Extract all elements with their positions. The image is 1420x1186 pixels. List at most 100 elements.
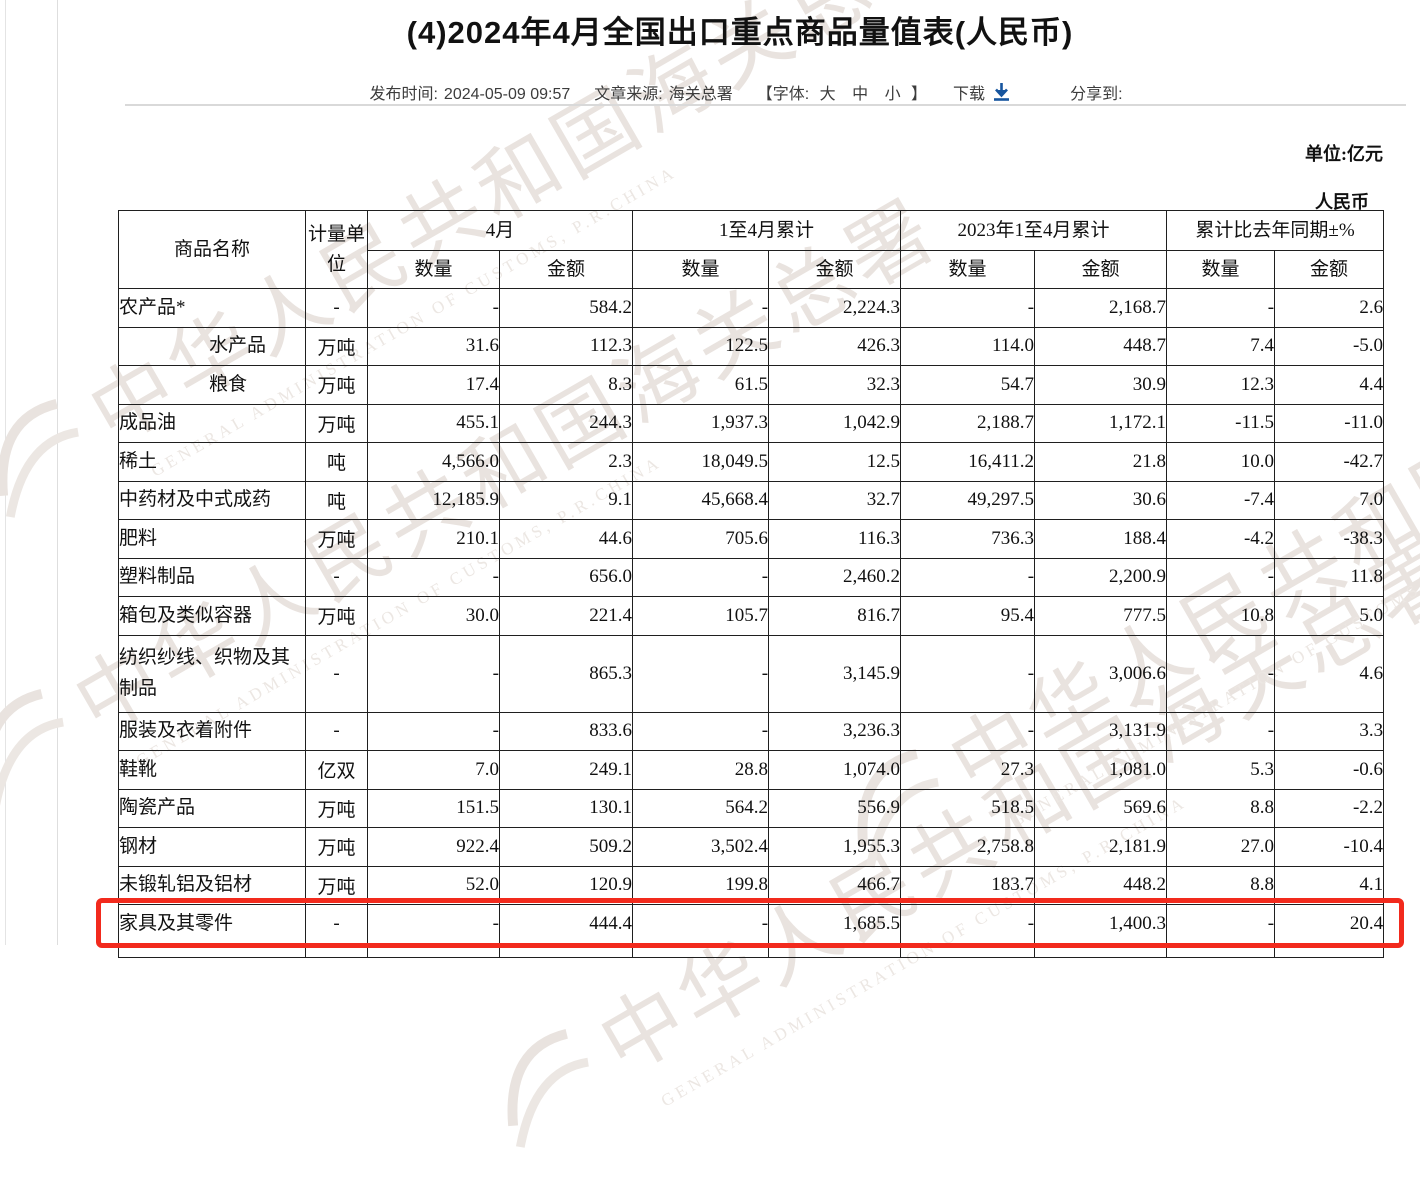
value-cell: 2,181.9: [1034, 827, 1168, 867]
value-cell: 52.0: [367, 865, 500, 905]
value-cell: 2.6: [1274, 288, 1385, 328]
share-label: 分享到:: [1070, 86, 1123, 103]
value-cell: 2,168.7: [1034, 288, 1168, 328]
commodity-name-cell: 肥料: [118, 519, 306, 559]
value-cell: 31.6: [367, 326, 500, 366]
value-cell: 1,955.3: [768, 827, 902, 867]
commodity-name-cell: 未锻轧铝及铝材: [118, 865, 306, 905]
value-cell: 12.3: [1166, 365, 1276, 405]
value-cell: 584.2: [498, 288, 634, 328]
value-cell: 3,006.6: [1034, 634, 1168, 713]
col-header-qty: 数量: [1166, 250, 1276, 289]
commodity-name-cell: 水产品: [118, 326, 306, 366]
value-cell: 564.2: [632, 788, 770, 828]
table-row: 纺织纱线、织物及其制品 - -865.3-3,145.9-3,006.6-4.6: [118, 634, 1385, 713]
value-cell: 8.8: [1166, 865, 1276, 905]
value-cell: -: [367, 557, 500, 597]
value-cell: -: [900, 634, 1036, 713]
value-cell: 448.7: [1034, 326, 1168, 366]
unit-cell: 万吨: [305, 519, 368, 559]
unit-cell: 万吨: [305, 596, 368, 636]
value-cell: 10.0: [1166, 442, 1276, 482]
col-header-qty: 数量: [900, 250, 1036, 289]
unit-cell: -: [305, 904, 368, 944]
value-cell: 1,937.3: [632, 403, 770, 443]
value-cell: 114.0: [900, 326, 1036, 366]
value-cell: 2,188.7: [900, 403, 1036, 443]
font-size-prefix: 【字体:: [756, 86, 810, 103]
col-group-jan-apr: 1至4月累计: [632, 210, 902, 251]
col-header-amt: 金额: [1034, 250, 1168, 289]
content-left-border: [57, 0, 58, 945]
value-cell: 105.7: [632, 596, 770, 636]
value-cell: 11.8: [1274, 557, 1385, 597]
value-cell: 455.1: [367, 403, 500, 443]
value-cell: [367, 942, 500, 958]
page-left-border: [5, 0, 6, 945]
value-cell: 8.3: [498, 365, 634, 405]
value-cell: 2,224.3: [768, 288, 902, 328]
value-cell: 1,685.5: [768, 904, 902, 944]
commodity-name-cell: 服装及衣着附件: [118, 711, 306, 751]
value-cell: 12,185.9: [367, 480, 500, 520]
col-group-april: 4月: [366, 210, 634, 251]
table-row-clipped: [118, 942, 1385, 958]
table-row: 成品油 万吨 455.1 244.3 1,937.3 1,042.9 2,188.7 1,17…: [118, 403, 1385, 443]
value-cell: 130.1: [498, 788, 634, 828]
download-label[interactable]: 下载: [953, 86, 986, 103]
download-button[interactable]: 下载: [953, 80, 1010, 104]
value-cell: 569.6: [1034, 788, 1168, 828]
value-cell: -7.4: [1166, 480, 1276, 520]
value-cell: 7.0: [1274, 480, 1385, 520]
value-cell: [1034, 942, 1168, 958]
col-group-2023-jan-apr: 2023年1至4月累计: [900, 210, 1168, 251]
value-cell: 16,411.2: [900, 442, 1036, 482]
unit-note-line2: 人民币: [1315, 192, 1369, 212]
value-cell: [498, 942, 634, 958]
unit-cell: 万吨: [305, 788, 368, 828]
value-cell: -: [632, 634, 770, 713]
value-cell: [632, 942, 770, 958]
table-row: 陶瓷产品 万吨 151.5 130.1 564.2 556.9 518.5 569.6 8.8-…: [118, 788, 1385, 828]
value-cell: -: [632, 711, 770, 751]
font-size-small[interactable]: 小: [884, 86, 901, 103]
commodity-table: 商品名称 计量单位 4月 1至4月累计 2023年1至4月累计 累计比去年同期±…: [118, 210, 1385, 958]
value-cell: 188.4: [1034, 519, 1168, 559]
meta-bar: 发布时间: 2024-05-09 09:57 文章来源: 海关总署 【字体: 大 中…: [60, 80, 1420, 104]
value-cell: -11.0: [1274, 403, 1385, 443]
value-cell: -: [1166, 557, 1276, 597]
value-cell: -4.2: [1166, 519, 1276, 559]
font-size-medium[interactable]: 中: [852, 86, 869, 103]
table-row: 粮食 万吨 17.4 8.3 61.5 32.3 54.7 30.9 12.3 4.4: [118, 365, 1385, 405]
value-cell: 5.3: [1166, 750, 1276, 790]
value-cell: 30.6: [1034, 480, 1168, 520]
value-cell: 705.6: [632, 519, 770, 559]
value-cell: 2,200.9: [1034, 557, 1168, 597]
unit-note: 单位:亿元 人民币: [1305, 139, 1383, 217]
unit-cell: -: [305, 557, 368, 597]
value-cell: -: [367, 904, 500, 944]
unit-cell: 万吨: [305, 403, 368, 443]
value-cell: -: [1166, 634, 1276, 713]
table-row: 鞋靴 亿双 7.0 249.1 28.8 1,074.0 27.3 1,081.0 5.3 -0.…: [118, 750, 1385, 790]
value-cell: [900, 942, 1036, 958]
value-cell: 2.3: [498, 442, 634, 482]
value-cell: -: [900, 288, 1036, 328]
table-row: 稀土吨 4,566.0 2.3 18,049.5 12.5 16,411.2 21.8 10.…: [118, 442, 1385, 482]
article-source-value: 海关总署: [668, 86, 733, 103]
font-size-large[interactable]: 大: [819, 86, 836, 103]
value-cell: 448.2: [1034, 865, 1168, 905]
value-cell: 1,172.1: [1034, 403, 1168, 443]
table-row: 钢材 万吨 922.4 509.2 3,502.4 1,955.3 2,758.8 2,181…: [118, 827, 1385, 867]
value-cell: -: [632, 904, 770, 944]
value-cell: 3,145.9: [768, 634, 902, 713]
publish-time-label: 发布时间:: [369, 86, 438, 103]
download-icon[interactable]: [993, 83, 1010, 101]
value-cell: -: [1166, 711, 1276, 751]
value-cell: -: [900, 557, 1036, 597]
value-cell: 28.8: [632, 750, 770, 790]
value-cell: 210.1: [367, 519, 500, 559]
value-cell: 12.5: [768, 442, 902, 482]
col-header-amt: 金额: [768, 250, 902, 289]
value-cell: 20.4: [1274, 904, 1385, 944]
